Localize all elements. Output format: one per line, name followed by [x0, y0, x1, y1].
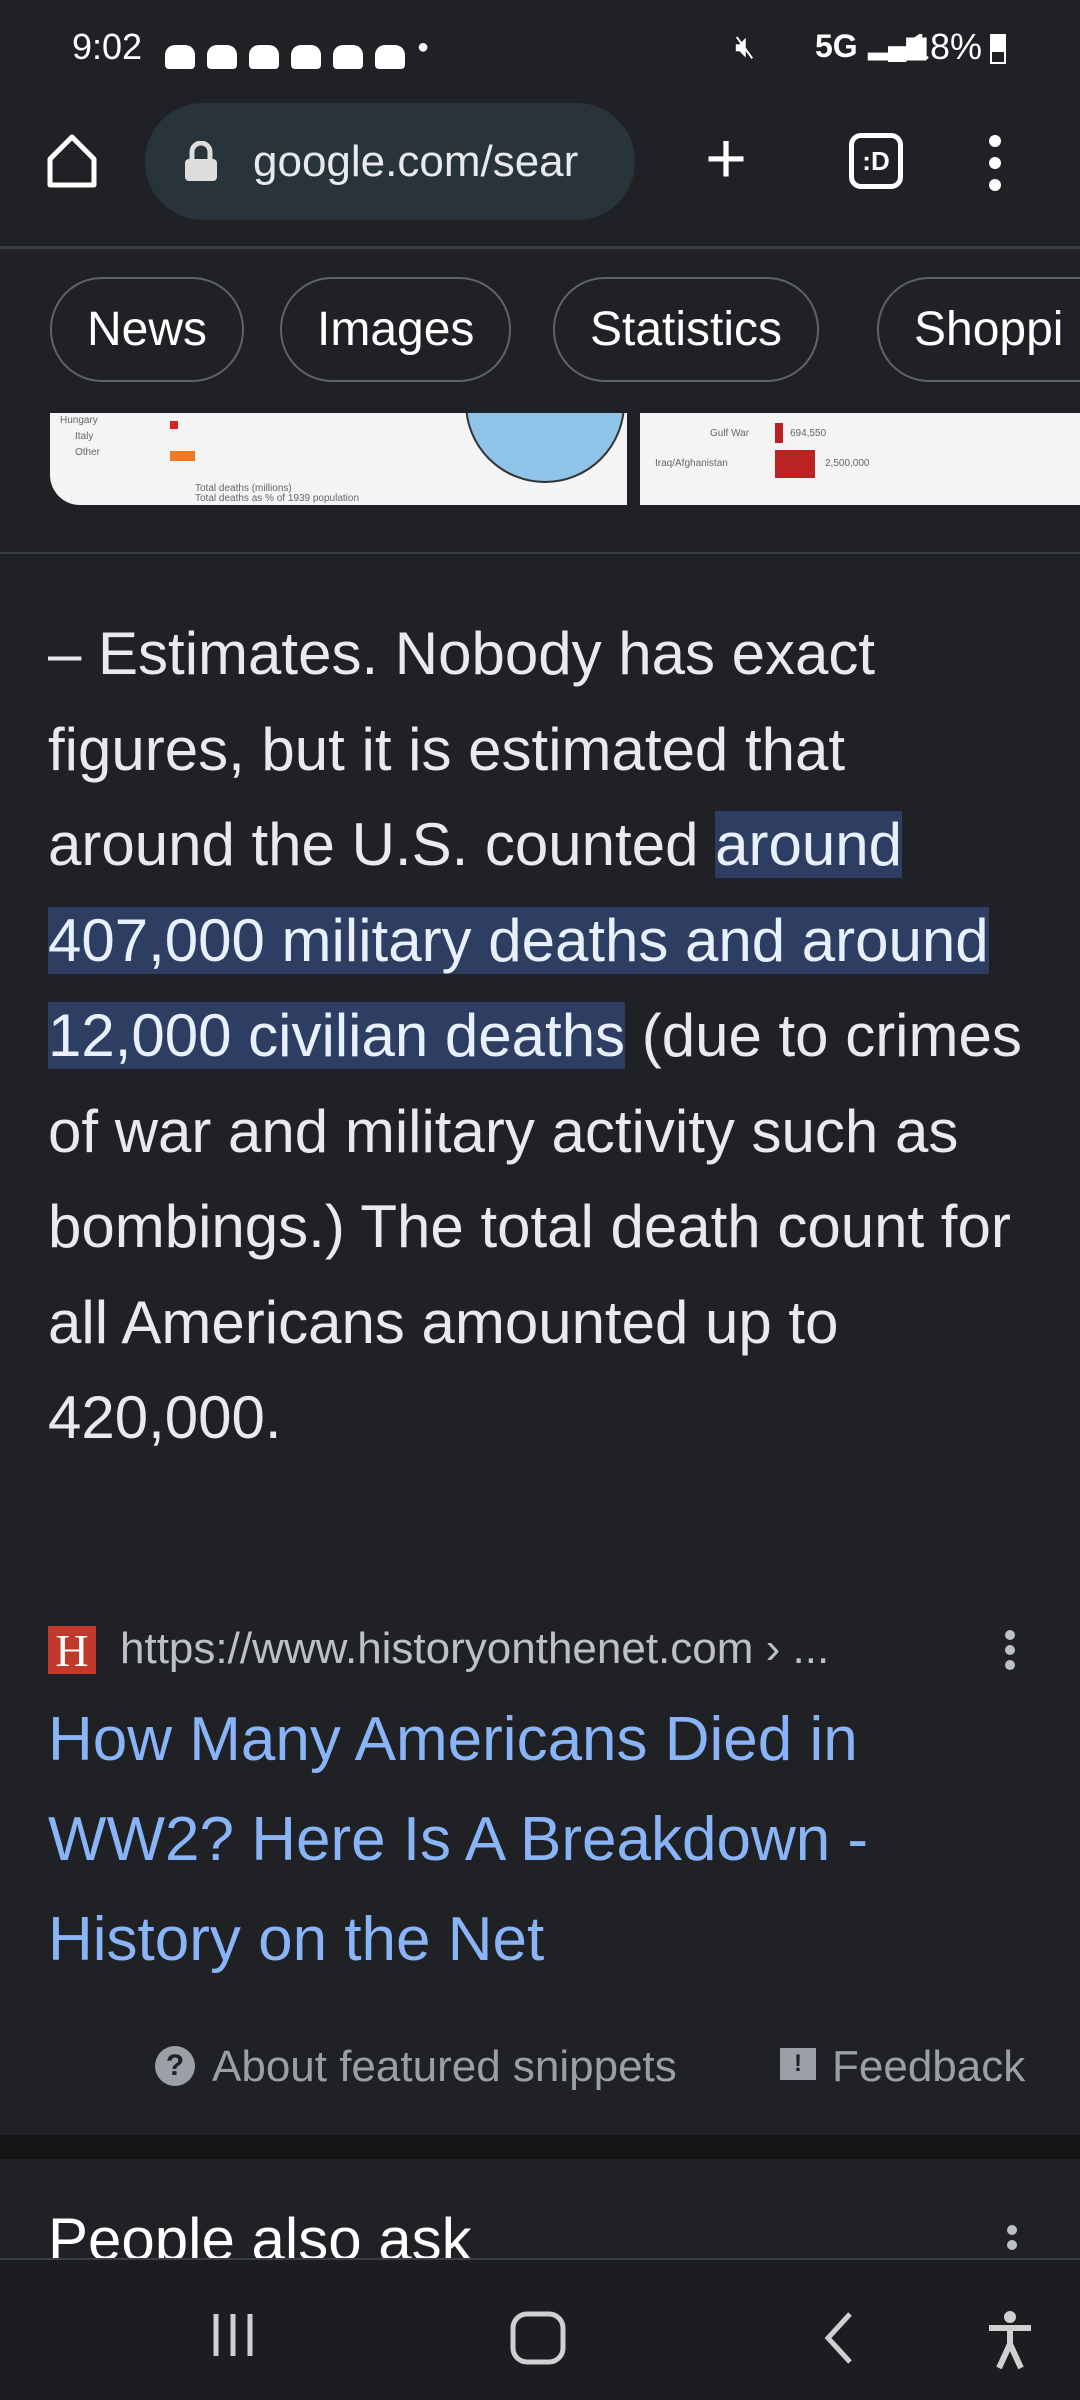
chart-label: Iraq/Afghanistan	[655, 458, 728, 469]
chip-shopping[interactable]: Shoppi	[877, 277, 1080, 382]
chip-news[interactable]: News	[50, 277, 245, 382]
result-title-link[interactable]: How Many Americans Died in WW2? Here Is …	[48, 1705, 869, 1974]
feedback-link[interactable]: Feedback	[832, 2042, 1026, 2091]
notification-icon	[207, 45, 237, 69]
accessibility-icon[interactable]	[985, 2310, 1035, 2370]
system-nav-bar	[0, 2258, 1080, 2400]
feedback-icon: !	[780, 2048, 816, 2080]
notification-icon	[165, 45, 195, 69]
notification-icon	[291, 45, 321, 69]
notification-icon	[249, 45, 279, 69]
chart-label: Italy	[75, 431, 94, 442]
source-row[interactable]: H https://www.historyonthenet.com › ...	[48, 1620, 1038, 1680]
home-nav-icon[interactable]	[508, 2310, 568, 2366]
chip-images[interactable]: Images	[280, 277, 512, 382]
snippet-footer: ? About featured snippets ! Feedback	[0, 2040, 1080, 2100]
notification-icon	[333, 45, 363, 69]
snippet-text: (due to crimes of war and military activ…	[48, 1002, 1022, 1451]
chart-bar	[775, 450, 815, 478]
chart-label: 694,550	[790, 428, 827, 439]
favicon: H	[48, 1626, 96, 1676]
toolbar-divider	[0, 246, 1080, 249]
browser-toolbar: google.com/sear + :D	[0, 95, 1080, 247]
chart-legend: Total deaths (millions)	[195, 483, 292, 494]
image-result-table[interactable]: Gulf War 694,550 Iraq/Afghanistan 2,500,…	[640, 413, 1080, 505]
help-icon: ?	[155, 2046, 195, 2086]
snippet-text: – Estimates. Nobody has exact figures, b…	[48, 620, 876, 878]
chart-legend: Total deaths as % of 1939 population	[195, 493, 360, 504]
chart-label: Gulf War	[710, 428, 750, 439]
chart-circle	[465, 413, 625, 483]
source-url[interactable]: https://www.historyonthenet.com › ...	[120, 1624, 830, 1673]
new-tab-icon[interactable]: +	[705, 119, 748, 199]
address-bar[interactable]: google.com/sear	[145, 103, 635, 220]
tab-switcher-button[interactable]: :D	[849, 133, 903, 189]
recent-apps-icon[interactable]	[208, 2310, 258, 2360]
url-text: google.com/sear	[253, 137, 579, 186]
status-bar: 9:02 ● 🔇︎ 5G ▂▄▆ 18%	[0, 0, 1080, 95]
chart-label: Hungary	[60, 415, 98, 426]
signal-icon: ▂▄▆	[868, 30, 927, 60]
tab-count: :D	[862, 146, 890, 176]
paa-menu-icon[interactable]	[1005, 2225, 1019, 2258]
section-separator	[0, 2135, 1080, 2159]
people-also-ask-heading: People also ask	[48, 2206, 472, 2258]
more-options-icon[interactable]	[985, 133, 1005, 193]
section-divider	[0, 552, 1080, 554]
battery-text: 18%	[910, 26, 983, 67]
chart-bar	[170, 421, 178, 429]
image-result-chart[interactable]: Hungary Italy Other Total deaths (millio…	[50, 413, 627, 505]
battery-icon	[990, 34, 1006, 64]
home-icon[interactable]	[44, 133, 100, 189]
chart-bar	[170, 451, 195, 461]
featured-snippet-text: – Estimates. Nobody has exact figures, b…	[48, 606, 1048, 1466]
chart-bar	[775, 423, 783, 443]
status-time: 9:02	[72, 26, 143, 67]
result-menu-icon[interactable]	[1003, 1630, 1017, 1670]
about-featured-snippets-link[interactable]: About featured snippets	[212, 2042, 677, 2091]
network-type: 5G	[815, 28, 858, 64]
back-icon[interactable]	[820, 2310, 860, 2366]
chip-statistics[interactable]: Statistics	[553, 277, 820, 382]
lock-icon	[185, 141, 217, 181]
mute-icon: 🔇︎	[735, 28, 756, 64]
chart-label: Other	[75, 447, 101, 458]
notification-icons: ●	[165, 36, 429, 78]
chart-label: 2,500,000	[825, 458, 870, 469]
notification-icon	[375, 45, 405, 69]
